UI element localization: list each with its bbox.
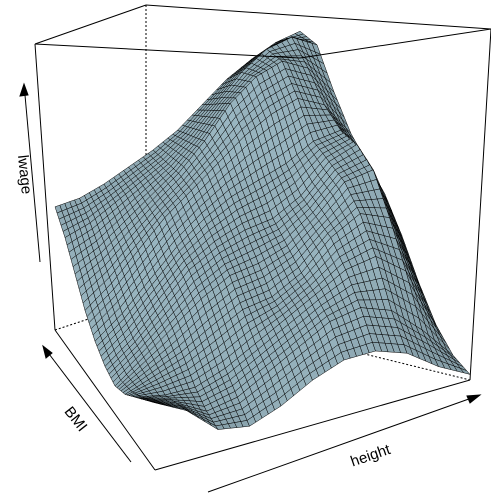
surface-mesh	[55, 31, 470, 429]
height-arrow-head	[467, 395, 480, 403]
lwage-arrow-head	[20, 84, 28, 96]
box-edge-right-vertical	[470, 29, 491, 380]
box-edge-front-top-right	[300, 29, 491, 58]
box-edge-back-top-right	[146, 5, 491, 29]
box-edge-left-vertical	[35, 44, 55, 330]
box-edge-back-top-left	[35, 5, 146, 44]
xlabel: height	[348, 441, 393, 471]
ylabel: BMI	[61, 403, 91, 434]
zlabel: lwage	[14, 154, 35, 195]
box-edge-front-top	[35, 44, 300, 58]
